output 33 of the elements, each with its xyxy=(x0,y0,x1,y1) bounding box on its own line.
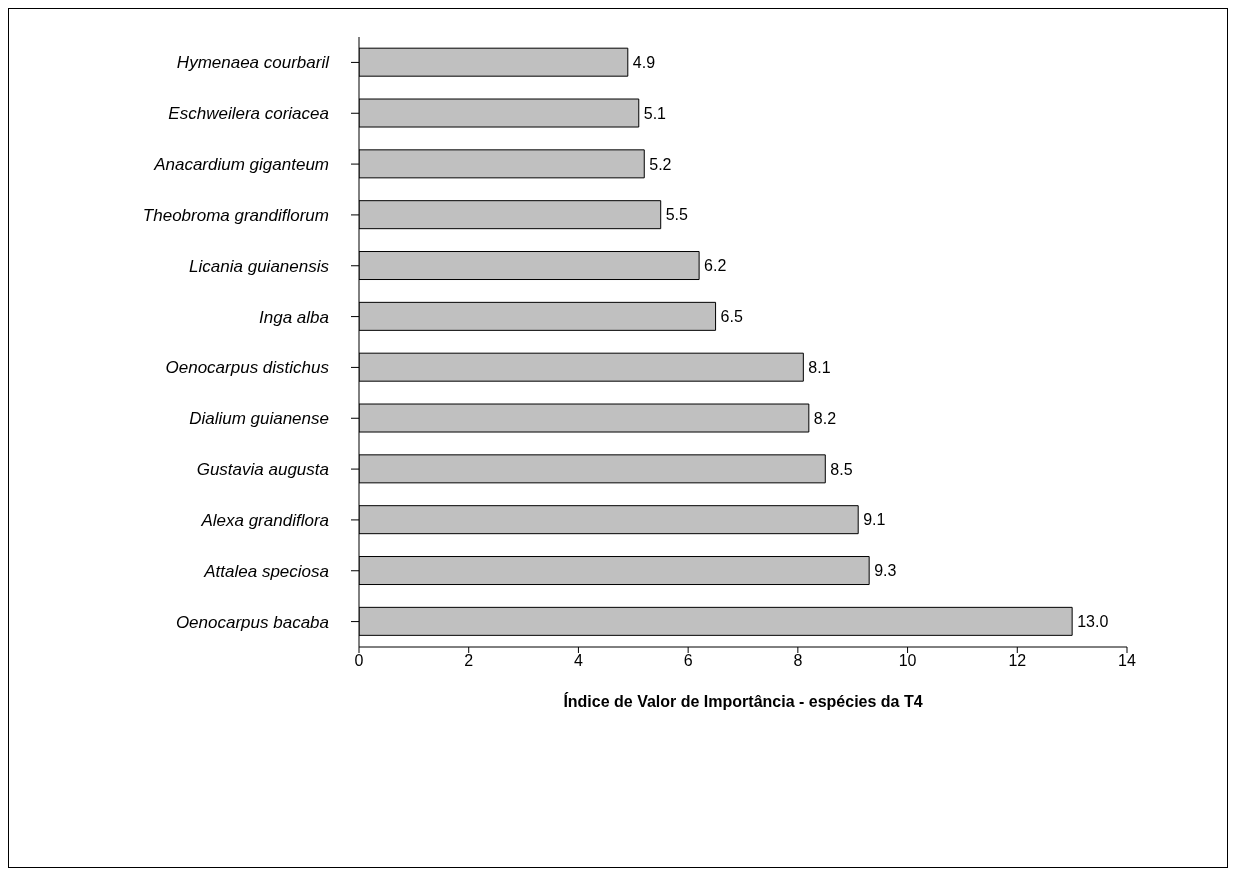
data-label: 6.5 xyxy=(720,308,743,326)
y-tick-label: Hymenaea courbaril xyxy=(176,53,331,73)
y-tick-label: Dialium guianense xyxy=(189,409,329,429)
data-label: 6.2 xyxy=(704,257,727,275)
x-tick-label: 4 xyxy=(573,652,583,670)
data-label: 4.9 xyxy=(632,53,656,71)
x-tick-label: 8 xyxy=(793,652,803,670)
data-label: 8.1 xyxy=(808,358,831,376)
data-label: 5.2 xyxy=(649,155,672,173)
x-tick-label: 14 xyxy=(1118,652,1136,670)
x-tick-label: 2 xyxy=(464,652,474,670)
y-tick-label: Attalea speciosa xyxy=(203,561,329,581)
data-label: 8.5 xyxy=(830,460,853,478)
x-tick-label: 10 xyxy=(898,652,917,670)
x-axis-title: Índice de Valor de Importância - espécies da T4 xyxy=(563,692,923,710)
y-tick-label: Gustavia augusta xyxy=(196,460,329,480)
x-tick-label: 0 xyxy=(354,652,364,670)
x-tick-label: 12 xyxy=(1008,652,1027,670)
data-label: 9.3 xyxy=(874,562,897,580)
y-tick-label: Anacardium giganteum xyxy=(153,155,329,175)
x-tick-label: 6 xyxy=(683,652,693,670)
y-tick-label: Oenocarpus distichus xyxy=(165,358,330,378)
y-tick-label: Inga alba xyxy=(259,307,329,327)
data-label: 9.1 xyxy=(863,511,886,529)
y-tick-label: Eschweilera coriacea xyxy=(168,104,329,124)
y-tick-label: Theobroma grandiflorum xyxy=(142,205,329,225)
data-label: 5.1 xyxy=(643,104,667,122)
data-label: 8.2 xyxy=(813,409,837,427)
y-tick-label: Oenocarpus bacaba xyxy=(175,612,329,632)
y-tick-label: Alexa grandiflora xyxy=(200,510,329,530)
data-label: 13.0 xyxy=(1077,613,1109,631)
data-label: 5.5 xyxy=(665,206,689,224)
y-tick-label: Licania guianensis xyxy=(189,256,330,276)
